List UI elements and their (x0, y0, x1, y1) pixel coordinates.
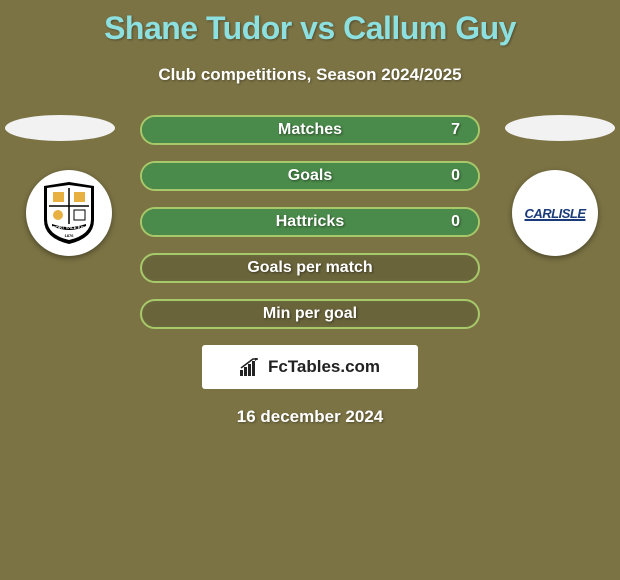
stat-label: Hattricks (276, 213, 344, 231)
carlisle-logo-text: CARLISLE (525, 206, 586, 221)
subtitle: Club competitions, Season 2024/2025 (0, 65, 620, 85)
stat-label: Goals per match (247, 259, 372, 277)
stat-label: Matches (278, 121, 342, 139)
right-player-avatar-placeholder (505, 115, 615, 141)
stat-value: 0 (451, 167, 460, 185)
crest-year: 1876 (65, 233, 75, 238)
port-vale-crest-icon: PORT VALE F.C. 1876 (40, 180, 98, 246)
stat-bar: Hattricks 0 (140, 207, 480, 237)
right-team-badge: CARLISLE (512, 170, 598, 256)
comparison-arena: PORT VALE F.C. 1876 CARLISLE Matches 7 Goa… (0, 115, 620, 329)
left-player-avatar-placeholder (5, 115, 115, 141)
stat-bar: Matches 7 (140, 115, 480, 145)
stat-value: 0 (451, 213, 460, 231)
stat-label: Goals (288, 167, 332, 185)
stat-bar: Min per goal (140, 299, 480, 329)
left-team-badge: PORT VALE F.C. 1876 (26, 170, 112, 256)
brand-text: FcTables.com (268, 357, 380, 377)
brand-box[interactable]: FcTables.com (202, 345, 418, 389)
crest-text: PORT VALE F.C. (53, 225, 85, 230)
stat-bars: Matches 7 Goals 0 Hattricks 0 Goals per match M… (140, 115, 480, 329)
date-label: 16 december 2024 (0, 407, 620, 427)
fctables-logo-icon (240, 358, 262, 376)
page-title: Shane Tudor vs Callum Guy (0, 0, 620, 47)
stat-bar: Goals per match (140, 253, 480, 283)
stat-bar: Goals 0 (140, 161, 480, 191)
stat-value: 7 (451, 121, 460, 139)
stat-label: Min per goal (263, 305, 357, 323)
